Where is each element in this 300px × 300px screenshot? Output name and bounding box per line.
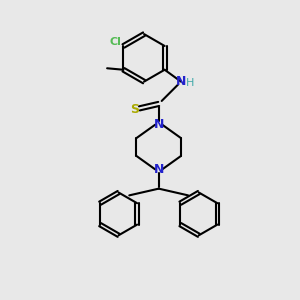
Text: N: N (176, 75, 186, 88)
Text: H: H (186, 78, 195, 88)
Text: N: N (154, 163, 164, 176)
Text: S: S (130, 103, 140, 116)
Text: Cl: Cl (109, 38, 121, 47)
Text: N: N (154, 118, 164, 131)
